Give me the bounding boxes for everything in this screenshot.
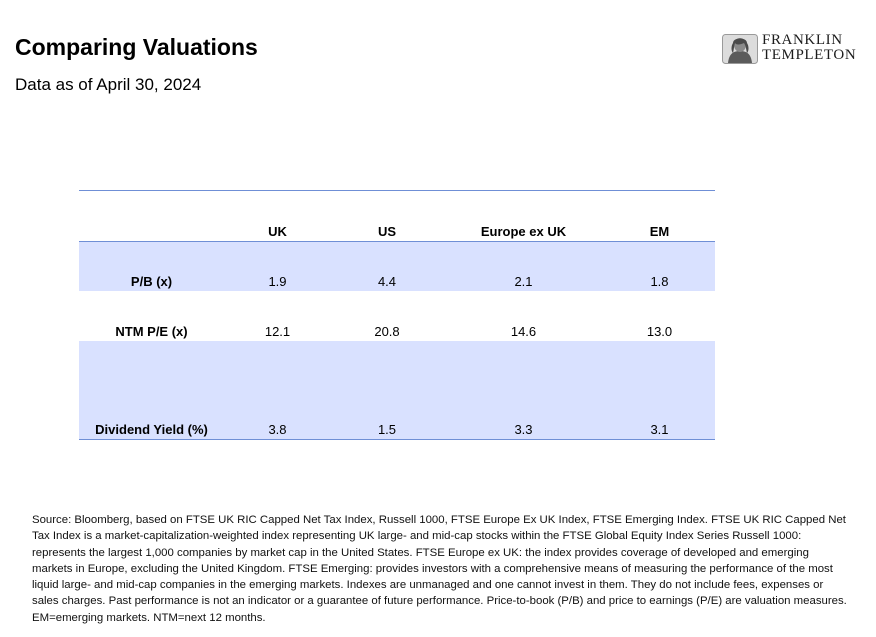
page-title: Comparing Valuations bbox=[15, 34, 258, 60]
header-cell-europe-ex-uk: Europe ex UK bbox=[443, 190, 604, 242]
logo-line-2: TEMPLETON bbox=[762, 47, 857, 63]
table-row-pb: P/B (x) 1.9 4.4 2.1 1.8 bbox=[79, 241, 715, 291]
cell-value: 4.4 bbox=[331, 241, 443, 291]
cell-value: 1.8 bbox=[604, 241, 715, 291]
source-footnote: Source: Bloomberg, based on FTSE UK RIC … bbox=[32, 514, 847, 624]
valuation-table: UK US Europe ex UK EM P/B (x) 1.9 4.4 2.… bbox=[79, 190, 715, 440]
header-cell-us: US bbox=[331, 190, 443, 242]
cell-value: 13.0 bbox=[604, 291, 715, 341]
cell-value: 1.9 bbox=[224, 241, 331, 291]
cell-value: 1.5 bbox=[331, 341, 443, 440]
cell-value: 2.1 bbox=[443, 241, 604, 291]
page-subtitle: Data as of April 30, 2024 bbox=[15, 75, 202, 94]
row-label: NTM P/E (x) bbox=[79, 291, 224, 341]
header-cell-empty bbox=[79, 190, 224, 242]
header-cell-uk: UK bbox=[224, 190, 331, 242]
cell-value: 12.1 bbox=[224, 291, 331, 341]
row-label: Dividend Yield (%) bbox=[79, 341, 224, 440]
table-row-dividend-yield: Dividend Yield (%) 3.8 1.5 3.3 3.1 bbox=[79, 341, 715, 440]
row-label: P/B (x) bbox=[79, 241, 224, 291]
cell-value: 20.8 bbox=[331, 291, 443, 341]
logo-line-1: FRANKLIN bbox=[762, 32, 843, 48]
table-row-ntm-pe: NTM P/E (x) 12.1 20.8 14.6 13.0 bbox=[79, 291, 715, 341]
header-cell-em: EM bbox=[604, 190, 715, 242]
franklin-templeton-logo: FRANKLIN TEMPLETON bbox=[722, 33, 864, 65]
cell-value: 14.6 bbox=[443, 291, 604, 341]
benjamin-franklin-portrait-icon bbox=[722, 34, 758, 64]
table-header-row: UK US Europe ex UK EM bbox=[79, 190, 715, 242]
cell-value: 3.1 bbox=[604, 341, 715, 440]
cell-value: 3.3 bbox=[443, 341, 604, 440]
cell-value: 3.8 bbox=[224, 341, 331, 440]
